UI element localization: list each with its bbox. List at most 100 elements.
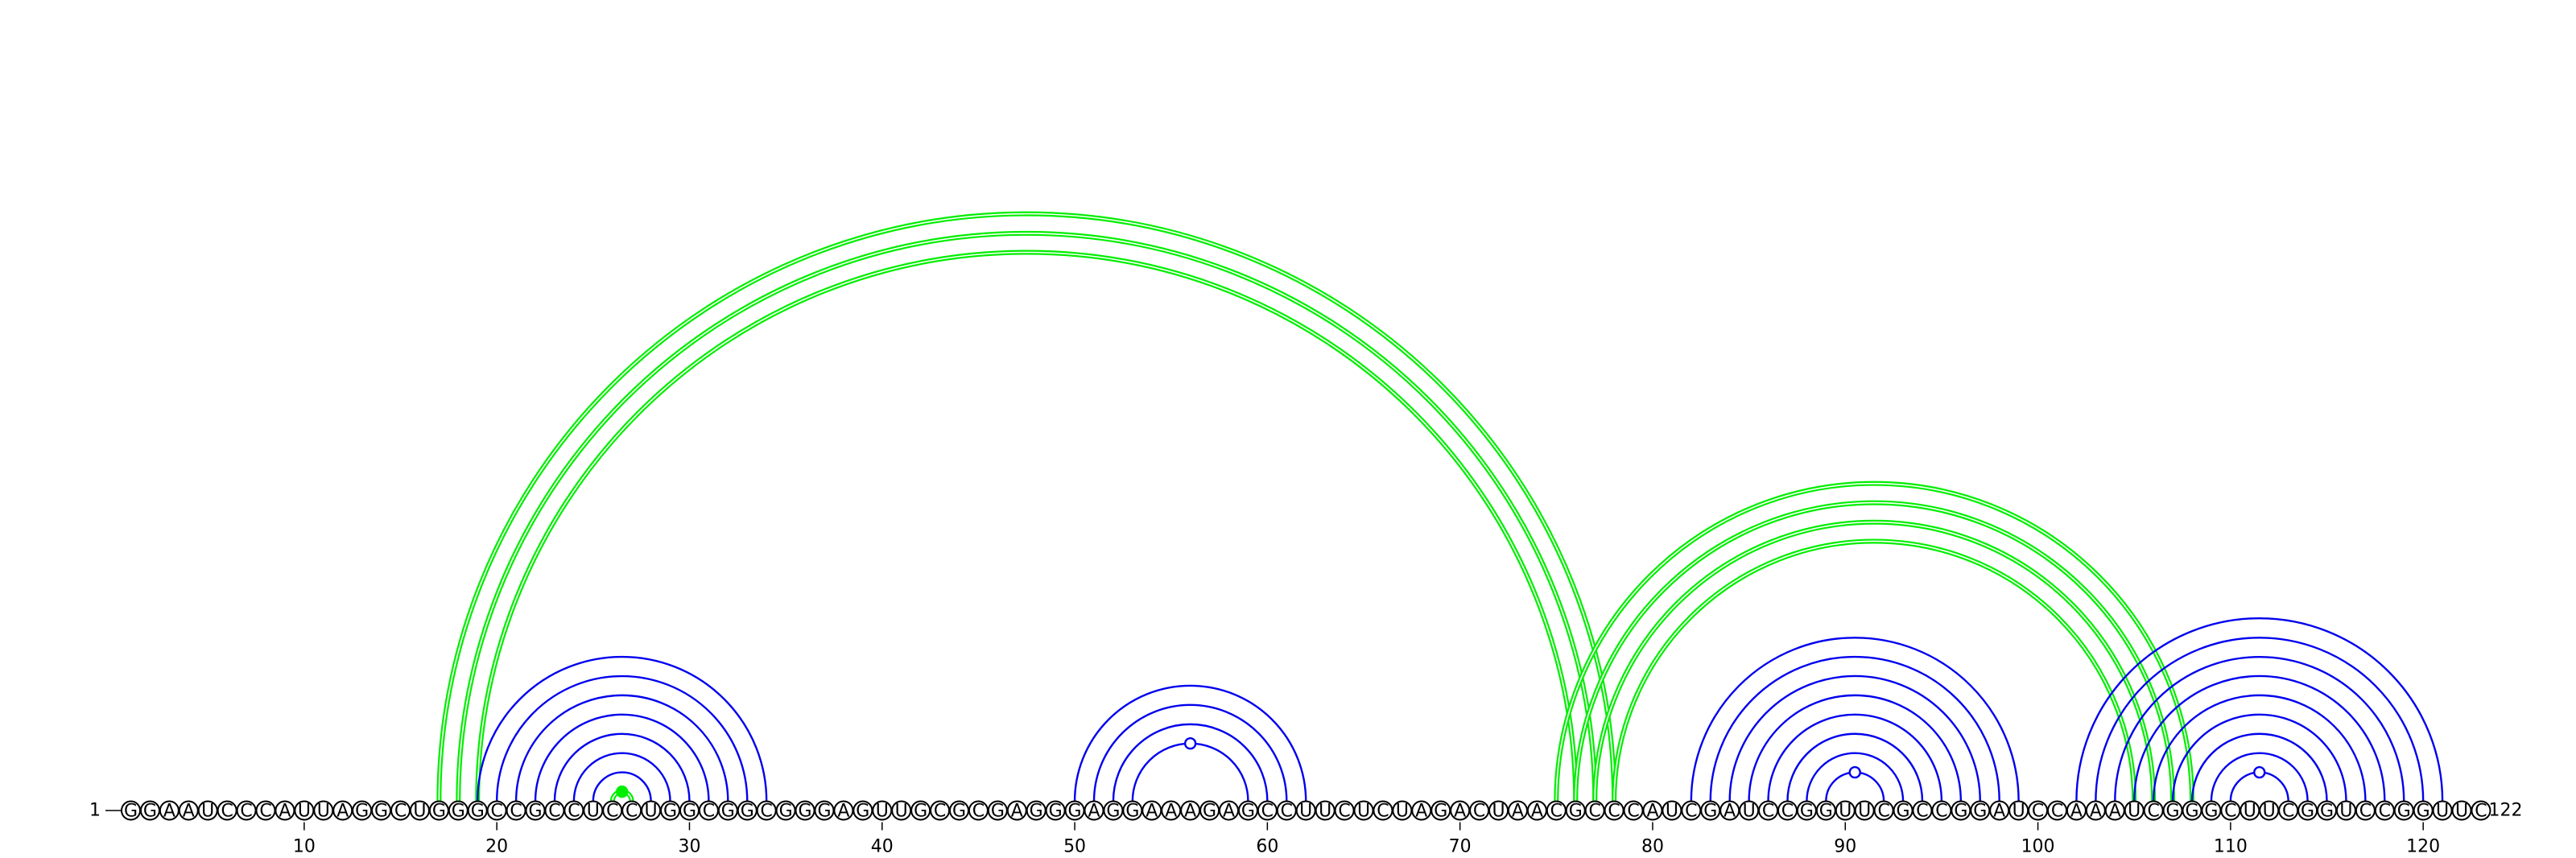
pseudoknot-arc-inner	[1575, 501, 2174, 802]
nucleotide-letter: G	[779, 802, 793, 822]
nucleotide-letter: A	[1146, 802, 1158, 822]
secondary-structure-arc	[2114, 655, 2405, 802]
nucleotide-letter: G	[799, 802, 812, 822]
nucleotide-letter: C	[2282, 802, 2294, 822]
nucleotide-letter: C	[1916, 802, 1928, 822]
pseudoknot-arc-inner	[457, 232, 1596, 802]
nucleotide-letter: G	[741, 802, 754, 822]
secondary-structure-arc	[553, 732, 691, 802]
tick-label: 110	[2214, 837, 2248, 857]
nucleotide-letter: A	[183, 802, 195, 822]
nucleotide-letter: A	[1724, 802, 1736, 822]
nucleotide-letter: C	[934, 802, 946, 822]
nucleotide-letter: A	[279, 802, 291, 822]
nucleotide-letter: G	[1030, 802, 1043, 822]
secondary-structure-arc	[477, 655, 768, 802]
nucleotide-letter: C	[490, 802, 502, 822]
tick-label: 20	[485, 837, 508, 857]
nucleotide-letter: G	[952, 802, 966, 822]
nucleotide-letter: G	[663, 802, 677, 822]
tick-label: 60	[1256, 837, 1278, 857]
nucleotide-letter: U	[317, 802, 330, 822]
nucleotide-letter: C	[606, 802, 618, 822]
nucleotide-letter: G	[2397, 802, 2411, 822]
tick-label: 30	[678, 837, 700, 857]
end-index-label: 122	[2489, 801, 2523, 821]
nucleotide-letter: C	[1781, 802, 1794, 822]
nucleotide-letter: U	[1319, 802, 1331, 822]
secondary-structure-arc	[2152, 694, 2367, 802]
nucleotide-letter: A	[1011, 802, 1023, 822]
nucleotide-letter: C	[625, 802, 638, 822]
nucleotide-letter: C	[2475, 802, 2487, 822]
pseudoknot-arc	[1592, 519, 2157, 802]
nucleotide-letter: G	[2417, 802, 2430, 822]
nucleotide-letter: U	[413, 802, 426, 822]
arcs-layer	[436, 211, 2444, 802]
nucleotide-letter: G	[856, 802, 869, 822]
pseudoknot-arc-inner	[477, 251, 1577, 802]
nucleotide-letter: U	[1743, 802, 1756, 822]
secondary-structure-arc	[1748, 694, 1963, 802]
nucleotide-circle	[2471, 800, 2491, 821]
nucleotide-letter: G	[1241, 802, 1255, 822]
pseudoknot-arc	[475, 250, 1579, 802]
nucleotide-letter: U	[1299, 802, 1312, 822]
nucleotide-letter: G	[1125, 802, 1139, 822]
nucleotide-letter: C	[2359, 802, 2372, 822]
nucleotide-letter: C	[1338, 802, 1350, 822]
secondary-structure-arc	[2095, 636, 2425, 802]
nucleotide-letter: C	[761, 802, 773, 822]
nucleotide-letter: C	[1281, 802, 1293, 822]
nucleotide-letter: G	[1703, 802, 1717, 822]
nucleotide-letter: A	[336, 802, 349, 822]
pseudoknot-arc	[456, 230, 1598, 802]
nucleotide-letter: G	[2204, 802, 2218, 822]
nucleotide-letter: U	[298, 802, 311, 822]
nucleotide-letter: G	[1434, 802, 1447, 822]
nucleotide-letter: C	[1877, 802, 1889, 822]
nucleotide-letter: G	[914, 802, 927, 822]
nucleotide-letter: G	[2185, 802, 2198, 822]
nucleotide-letter: C	[2032, 802, 2044, 822]
secondary-structure-arc	[2171, 713, 2347, 802]
nucleotide-letter: G	[1819, 802, 1833, 822]
secondary-structure-arc	[2210, 752, 2309, 802]
unpaired-loop-marker	[1183, 737, 1197, 750]
nucleotide-letter: A	[2070, 802, 2083, 822]
tick-label: 90	[1834, 837, 1856, 857]
nucleotide-letter: C	[1261, 802, 1274, 822]
nucleotide-letter: C	[1762, 802, 1774, 822]
tick-label: 120	[2406, 837, 2440, 857]
nucleotide-letter: U	[2128, 802, 2140, 822]
nucleotide-letter: C	[1377, 802, 1389, 822]
secondary-structure-arc	[1131, 742, 1249, 802]
secondary-structure-arc	[1690, 636, 2020, 802]
nucleotide-letter: G	[1897, 802, 1910, 822]
nucleotide-letter: G	[124, 802, 138, 822]
nucleotide-letter: C	[259, 802, 271, 822]
unpaired-loop-marker	[2253, 765, 2266, 779]
nucleotide-letter: G	[1973, 802, 1987, 822]
nucleotide-letter: G	[2320, 802, 2334, 822]
secondary-structure-arc	[1728, 674, 1981, 802]
nucleotide-letter: A	[1531, 802, 1543, 822]
nucleotide-letter: G	[355, 802, 369, 822]
secondary-structure-arc	[534, 713, 710, 802]
nucleotide-letter: U	[1492, 802, 1505, 822]
tick-label: 80	[1641, 837, 1664, 857]
nucleotide-letter: U	[201, 802, 214, 822]
nucleotide-letter: C	[240, 802, 252, 822]
nucleotide-letter: G	[1954, 802, 1967, 822]
nucleotide-letter: C	[2379, 802, 2391, 822]
nucleotide-letter: C	[221, 802, 233, 822]
nucleotide-letter: A	[2109, 802, 2121, 822]
tick-label: 10	[293, 837, 316, 857]
nucleotide-letter: U	[876, 802, 889, 822]
nucleotide-letter: G	[1203, 802, 1216, 822]
secondary-structure-arc	[2190, 732, 2328, 802]
nucleotide-letter: A	[2090, 802, 2102, 822]
nucleotide-letter: G	[2166, 802, 2180, 822]
secondary-structure-arc	[1806, 752, 1905, 802]
